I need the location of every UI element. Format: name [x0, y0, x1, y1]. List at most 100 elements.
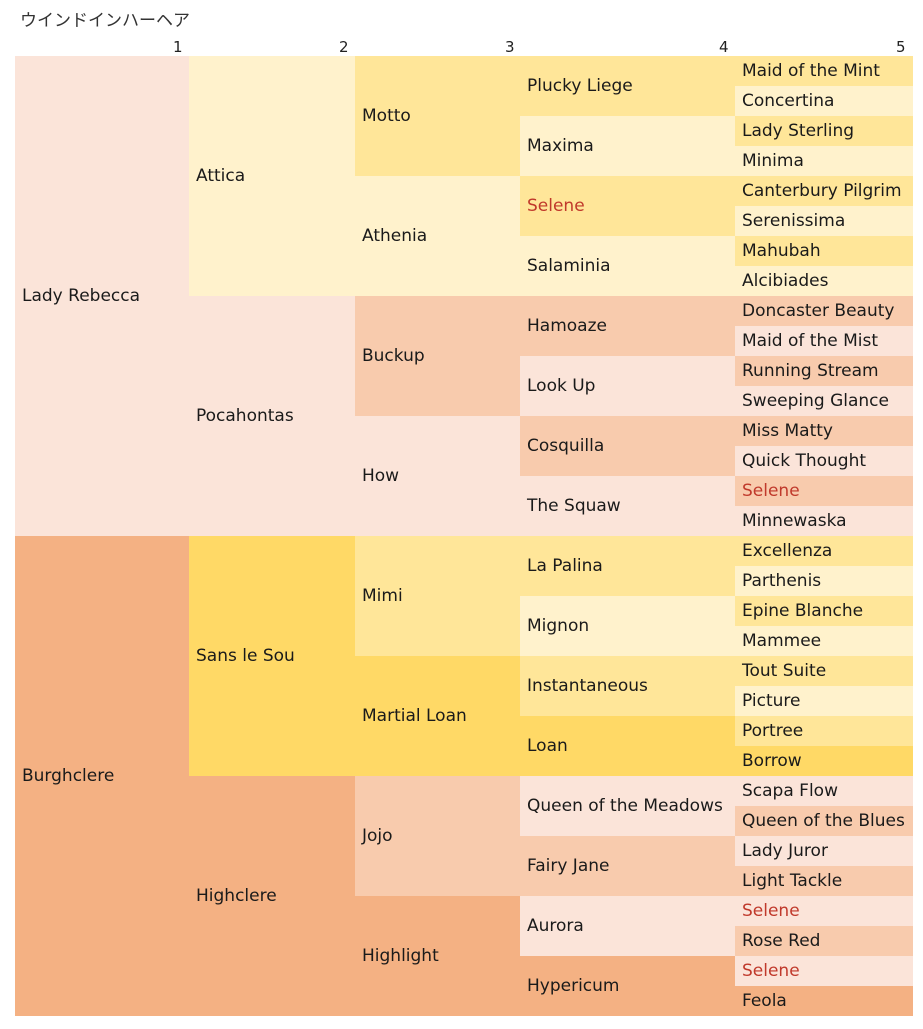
horse-name: Instantaneous	[527, 676, 648, 696]
pedigree-cell: Serenissima	[735, 206, 913, 236]
horse-name: Miss Matty	[742, 421, 833, 441]
pedigree-cell: The Squaw	[520, 476, 735, 536]
generation-label-3: 3	[505, 38, 515, 56]
pedigree-cell: Canterbury Pilgrim	[735, 176, 913, 206]
pedigree-cell: Doncaster Beauty	[735, 296, 913, 326]
pedigree-cell: Queen of the Blues	[735, 806, 913, 836]
pedigree-cell: Fairy Jane	[520, 836, 735, 896]
horse-name: La Palina	[527, 556, 603, 576]
horse-name: Epine Blanche	[742, 601, 864, 621]
pedigree-cell: Light Tackle	[735, 866, 913, 896]
horse-name: Jojo	[362, 826, 393, 846]
pedigree-cell: Hypericum	[520, 956, 735, 1016]
horse-name: Selene	[527, 196, 585, 216]
pedigree-cell: Lady Sterling	[735, 116, 913, 146]
horse-name: Light Tackle	[742, 871, 843, 891]
horse-name: Minnewaska	[742, 511, 847, 531]
pedigree-cell: Scapa Flow	[735, 776, 913, 806]
pedigree-cell: Running Stream	[735, 356, 913, 386]
pedigree-cell: Look Up	[520, 356, 735, 416]
horse-name: Portree	[742, 721, 804, 741]
horse-name: Selene	[742, 901, 800, 921]
pedigree-cell: Pocahontas	[189, 296, 355, 536]
horse-name: Martial Loan	[362, 706, 467, 726]
pedigree-cell: Selene	[735, 896, 913, 926]
pedigree-cell: Tout Suite	[735, 656, 913, 686]
horse-name: Buckup	[362, 346, 425, 366]
horse-name: Mimi	[362, 586, 403, 606]
horse-name: Pocahontas	[196, 406, 294, 426]
horse-name: Queen of the Meadows	[527, 796, 723, 816]
chart-title: ウインドインハーヘア	[20, 11, 190, 31]
pedigree-cell: Salaminia	[520, 236, 735, 296]
horse-name: Mahubah	[742, 241, 821, 261]
pedigree-cell: Quick Thought	[735, 446, 913, 476]
horse-name: Feola	[742, 991, 787, 1011]
pedigree-cell: Selene	[520, 176, 735, 236]
horse-name: Loan	[527, 736, 568, 756]
pedigree-cell: Mignon	[520, 596, 735, 656]
generation-label-2: 2	[339, 38, 349, 56]
horse-name: Excellenza	[742, 541, 833, 561]
pedigree-cell: Mimi	[355, 536, 520, 656]
horse-name: Highclere	[196, 886, 277, 906]
horse-name: Parthenis	[742, 571, 822, 591]
pedigree-cell: Lady Juror	[735, 836, 913, 866]
horse-name: Mignon	[527, 616, 590, 636]
pedigree-cell: Portree	[735, 716, 913, 746]
pedigree-cell: Picture	[735, 686, 913, 716]
horse-name: Doncaster Beauty	[742, 301, 895, 321]
horse-name: Sans le Sou	[196, 646, 295, 666]
pedigree-cell: Lady Rebecca	[15, 56, 189, 536]
horse-name: Motto	[362, 106, 411, 126]
horse-name: Highlight	[362, 946, 439, 966]
pedigree-cell: Attica	[189, 56, 355, 296]
horse-name: Athenia	[362, 226, 428, 246]
pedigree-cell: Mammee	[735, 626, 913, 656]
horse-name: Queen of the Blues	[742, 811, 905, 831]
horse-name: Lady Juror	[742, 841, 828, 861]
pedigree-cell: Jojo	[355, 776, 520, 896]
pedigree-cell: Aurora	[520, 896, 735, 956]
pedigree-cell: Queen of the Meadows	[520, 776, 735, 836]
pedigree-cell: Mahubah	[735, 236, 913, 266]
horse-name: Alcibiades	[742, 271, 829, 291]
pedigree-cell: Athenia	[355, 176, 520, 296]
horse-name: Hamoaze	[527, 316, 607, 336]
pedigree-cell: Maxima	[520, 116, 735, 176]
horse-name: Scapa Flow	[742, 781, 838, 801]
horse-name: Burghclere	[22, 766, 115, 786]
horse-name: Maid of the Mist	[742, 331, 879, 351]
generation-label-5: 5	[896, 38, 906, 56]
pedigree-cell: Cosquilla	[520, 416, 735, 476]
pedigree-cell: Feola	[735, 986, 913, 1016]
pedigree-cell: Alcibiades	[735, 266, 913, 296]
horse-name: Fairy Jane	[527, 856, 610, 876]
pedigree-cell: Parthenis	[735, 566, 913, 596]
horse-name: Quick Thought	[742, 451, 867, 471]
pedigree-cell: Sweeping Glance	[735, 386, 913, 416]
pedigree-cell: Instantaneous	[520, 656, 735, 716]
pedigree-cell: Miss Matty	[735, 416, 913, 446]
horse-name: Rose Red	[742, 931, 821, 951]
pedigree-cell: Buckup	[355, 296, 520, 416]
generation-label-1: 1	[173, 38, 183, 56]
pedigree-cell: Hamoaze	[520, 296, 735, 356]
horse-name: Maxima	[527, 136, 594, 156]
pedigree-cell: Motto	[355, 56, 520, 176]
horse-name: Plucky Liege	[527, 76, 633, 96]
horse-name: Aurora	[527, 916, 584, 936]
horse-name: Attica	[196, 166, 246, 186]
pedigree-cell: Concertina	[735, 86, 913, 116]
pedigree-cell: Maid of the Mint	[735, 56, 913, 86]
pedigree-cell: Plucky Liege	[520, 56, 735, 116]
horse-name: Picture	[742, 691, 801, 711]
generation-label-4: 4	[719, 38, 729, 56]
horse-name: Cosquilla	[527, 436, 605, 456]
horse-name: Salaminia	[527, 256, 611, 276]
horse-name: Running Stream	[742, 361, 879, 381]
horse-name: Concertina	[742, 91, 835, 111]
horse-name: Look Up	[527, 376, 596, 396]
pedigree-cell: Martial Loan	[355, 656, 520, 776]
